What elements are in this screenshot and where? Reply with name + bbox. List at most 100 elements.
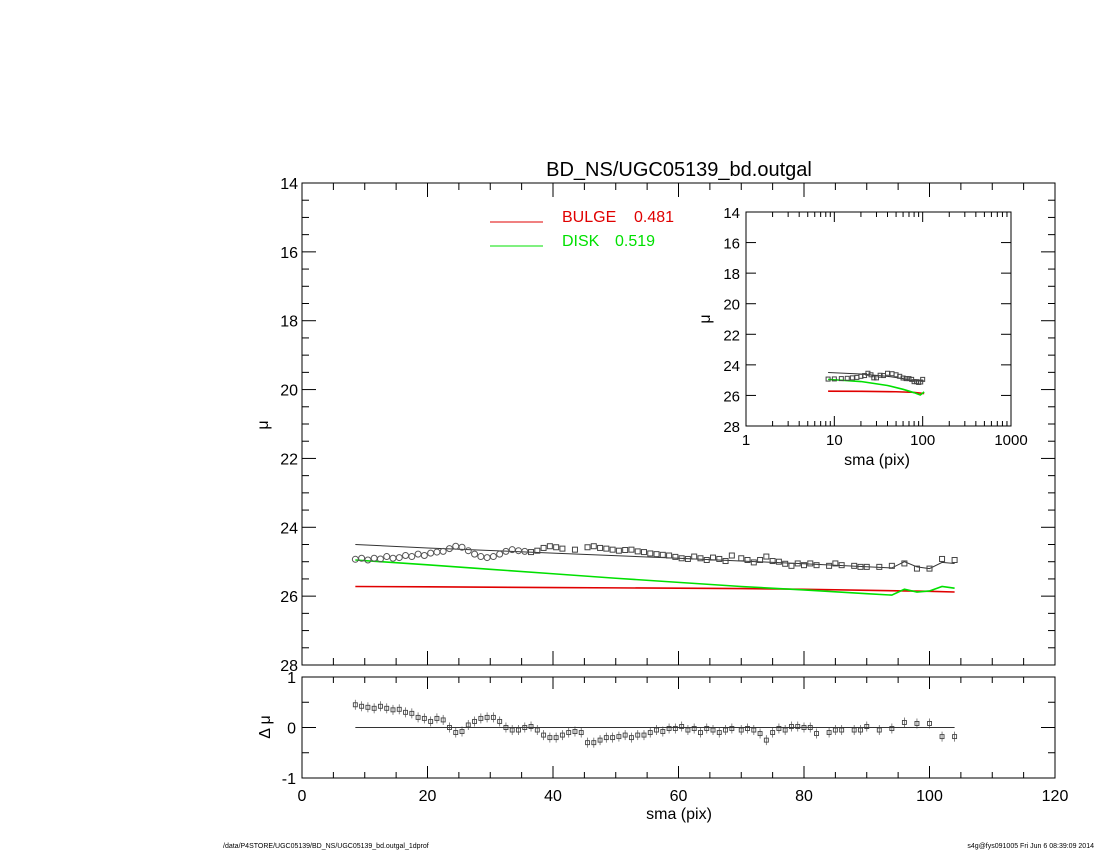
residual-data-point (751, 727, 757, 733)
main-data-point (722, 558, 729, 565)
main-data-point (408, 553, 416, 561)
main-data-point (788, 562, 795, 569)
inset-data-point (903, 376, 909, 382)
main-data-point (647, 550, 654, 557)
footer-path: /data/P4STORE/UGC05139/BD_NS/UGC05139_bd… (223, 843, 429, 850)
main-data-point (603, 545, 610, 552)
residual-data-point (534, 727, 540, 733)
main-data-point (738, 555, 745, 562)
inset-line-bulge (828, 390, 925, 395)
residual-data-point (832, 727, 838, 733)
residual-data-point (839, 727, 845, 733)
main-data-point (697, 555, 704, 562)
main-data-point (452, 542, 460, 550)
main-data-point (458, 543, 466, 551)
residual-data-point (939, 734, 945, 740)
main-data-point (750, 559, 757, 566)
residual-data-point (484, 714, 490, 720)
inset-data-point (885, 370, 891, 376)
residual-data-point (691, 726, 697, 731)
inset-data-point (849, 375, 855, 381)
main-y-tick-label: 24 (280, 520, 298, 537)
residual-data-point (516, 727, 521, 733)
residual-data-point (789, 724, 794, 729)
inset-data-point (844, 375, 850, 381)
residual-data-point (465, 722, 471, 728)
legend-disk-label: DISK (562, 233, 600, 250)
main-data-point (640, 549, 647, 556)
residual-data-point (952, 734, 958, 740)
residual-data-point (782, 727, 788, 733)
inset-x-axis-label: sma (pix) (844, 452, 910, 469)
main-data-point (502, 547, 510, 555)
inset-x-tick-label: 1 (742, 432, 750, 449)
inset-y-tick-label: 16 (723, 236, 740, 253)
main-data-point (659, 551, 666, 558)
residual-x-tick-label: 0 (298, 788, 307, 805)
residual-y-axis-label: Δ μ (257, 715, 274, 738)
residual-data-point (628, 735, 634, 741)
main-data-point (553, 544, 560, 551)
residual-data-point (603, 735, 609, 741)
main-data-point (414, 550, 422, 558)
main-data-point (528, 549, 535, 556)
inset-data-point (838, 376, 844, 382)
main-data-point (728, 552, 735, 559)
inset-data-point (877, 372, 883, 378)
main-data-point (427, 549, 435, 557)
main-y-tick-label: 22 (280, 451, 298, 468)
residual-data-point (723, 727, 729, 733)
main-data-point (769, 558, 776, 565)
residual-data-point (359, 703, 365, 709)
main-data-point (826, 562, 833, 569)
main-data-point (622, 547, 629, 554)
inset-y-tick-label: 24 (723, 358, 740, 375)
main-data-point (901, 560, 908, 567)
main-data-point (634, 548, 641, 555)
residual-data-point (472, 718, 478, 724)
main-line-bulge (355, 585, 955, 593)
inset-data-point (873, 375, 879, 381)
main-line-disk (355, 559, 955, 596)
residual-data-point (377, 703, 383, 709)
legend-bulge-value: 0.481 (634, 209, 674, 226)
inset-data-point (900, 375, 906, 381)
residual-data-point (635, 732, 641, 738)
main-data-point (445, 545, 453, 553)
residual-data-point (597, 737, 603, 743)
residual-data-point (572, 729, 578, 734)
residual-data-point (710, 727, 716, 733)
main-data-point (716, 555, 723, 562)
residual-data-point (566, 730, 572, 735)
main-y-tick-label: 26 (280, 589, 298, 606)
main-data-point (546, 543, 553, 550)
main-data-point (514, 547, 522, 555)
residual-data-point (826, 730, 832, 735)
residual-data-point (858, 727, 863, 733)
inset-series (825, 370, 926, 396)
residual-data-point (559, 732, 565, 738)
main-data-point (851, 562, 858, 569)
main-data-point (813, 562, 820, 569)
inset-y-tick-label: 26 (723, 388, 740, 405)
residual-data-point (591, 740, 597, 746)
inset-y-tick-label: 28 (723, 419, 740, 436)
main-data-point (402, 552, 410, 560)
main-data-point (678, 555, 685, 562)
main-data-point (782, 560, 789, 567)
residual-data-point (795, 724, 801, 729)
main-data-point (710, 554, 717, 561)
main-data-point (376, 555, 384, 563)
residual-data-point (685, 727, 691, 733)
main-data-point (838, 562, 845, 569)
residual-data-point (672, 726, 678, 731)
main-data-point (420, 552, 428, 560)
main-data-point (383, 553, 391, 561)
residual-x-tick-label: 100 (916, 788, 943, 805)
main-data-point (913, 565, 920, 572)
main-data-point (794, 560, 801, 567)
residual-data-point (851, 727, 857, 733)
main-data-point (597, 544, 604, 551)
residual-data-point (660, 729, 666, 734)
main-data-point (358, 554, 366, 562)
